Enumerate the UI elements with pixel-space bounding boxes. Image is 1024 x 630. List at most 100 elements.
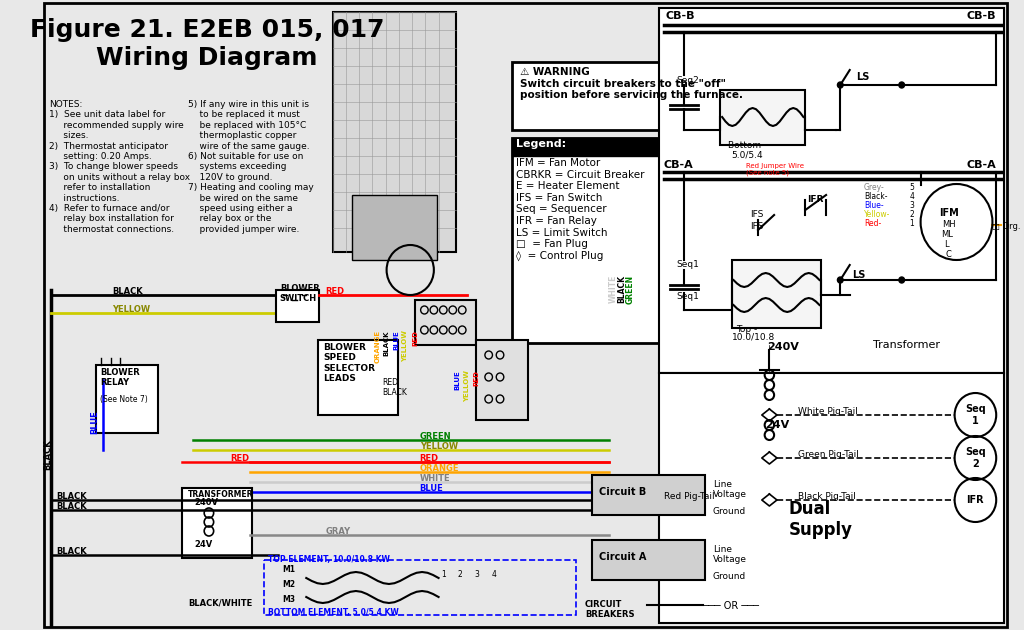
Text: Red-: Red- — [864, 219, 881, 228]
Text: Dual
Supply: Dual Supply — [788, 500, 852, 539]
Text: Grey-: Grey- — [864, 183, 885, 192]
Text: BLACK: BLACK — [384, 330, 389, 355]
Text: Figure 21. E2EB 015, 017
Wiring Diagram: Figure 21. E2EB 015, 017 Wiring Diagram — [30, 18, 384, 70]
Text: BLUE: BLUE — [393, 330, 399, 350]
Text: Bottom -: Bottom - — [728, 141, 767, 150]
Bar — [720, 90, 805, 145]
Text: LS: LS — [853, 270, 866, 280]
Bar — [512, 138, 687, 156]
Text: L: L — [944, 240, 949, 249]
Text: 2: 2 — [458, 570, 463, 579]
Text: BLACK: BLACK — [113, 287, 143, 296]
Text: YELLOW: YELLOW — [420, 442, 458, 451]
Text: (See Note 7): (See Note 7) — [100, 395, 148, 404]
Text: IFM: IFM — [939, 208, 959, 218]
Text: 240V: 240V — [195, 498, 219, 507]
Text: BLUE: BLUE — [90, 410, 99, 433]
Bar — [512, 62, 687, 130]
Text: Seq
2: Seq 2 — [965, 447, 986, 469]
Text: M3: M3 — [283, 595, 296, 604]
Text: BLACK/WHITE: BLACK/WHITE — [188, 598, 252, 607]
Text: IFS: IFS — [751, 210, 764, 219]
Bar — [181, 488, 252, 558]
Text: YELLOW: YELLOW — [402, 330, 409, 362]
Text: 1: 1 — [441, 570, 445, 579]
Text: WHITE: WHITE — [420, 474, 451, 483]
Text: Ground: Ground — [713, 572, 745, 581]
Text: Yellow-: Yellow- — [864, 210, 890, 219]
Text: BLACK: BLACK — [43, 440, 52, 471]
Text: 3: 3 — [909, 201, 914, 210]
Text: Red Pig-Tail: Red Pig-Tail — [664, 492, 714, 501]
Text: BLACK: BLACK — [55, 547, 86, 556]
Text: RED: RED — [473, 370, 479, 386]
Text: Green Pig-Tail: Green Pig-Tail — [798, 450, 858, 459]
Text: M1: M1 — [283, 565, 296, 574]
Text: Seq1: Seq1 — [677, 260, 699, 269]
Text: 1: 1 — [909, 219, 914, 228]
Text: 24V: 24V — [765, 420, 788, 430]
Text: BLOWER
RELAY: BLOWER RELAY — [100, 368, 140, 387]
Text: Red Jumper Wire
(See note 5): Red Jumper Wire (See note 5) — [745, 163, 804, 176]
Text: CB-A: CB-A — [664, 160, 693, 170]
Text: Seq
1: Seq 1 — [965, 404, 986, 426]
Text: IFS: IFS — [751, 222, 764, 231]
Text: 4: 4 — [492, 570, 497, 579]
Circle shape — [838, 82, 843, 88]
Text: Black-: Black- — [864, 192, 888, 201]
Bar — [658, 373, 1004, 623]
Text: TOP ELEMENT, 10.0/10.8 KW: TOP ELEMENT, 10.0/10.8 KW — [268, 555, 390, 564]
Text: Seq2: Seq2 — [677, 76, 699, 85]
Text: MH: MH — [942, 220, 956, 229]
Text: RED: RED — [230, 454, 250, 463]
Text: 2: 2 — [909, 210, 914, 219]
Bar — [476, 340, 528, 420]
Bar — [731, 260, 821, 328]
Text: RED: RED — [412, 330, 418, 346]
Text: BLUE: BLUE — [455, 370, 461, 390]
Text: 5.0/5.4: 5.0/5.4 — [731, 150, 763, 159]
Bar — [276, 290, 318, 322]
Text: Blue-: Blue- — [864, 201, 884, 210]
Text: Ground: Ground — [713, 507, 745, 516]
Bar — [264, 560, 575, 615]
Circle shape — [899, 82, 904, 88]
Bar — [415, 300, 476, 345]
Text: IFR: IFR — [967, 495, 984, 505]
Text: RED
BLACK: RED BLACK — [382, 378, 407, 398]
Text: BLACK: BLACK — [55, 492, 86, 501]
Bar — [96, 365, 158, 433]
Text: 5) If any wire in this unit is
    to be replaced it must
    be replaced with 1: 5) If any wire in this unit is to be rep… — [188, 100, 314, 234]
Bar — [592, 475, 706, 515]
Text: M2: M2 — [283, 580, 296, 589]
Text: Legend:: Legend: — [516, 139, 566, 149]
Text: BLACK: BLACK — [55, 502, 86, 511]
Text: NOTES:
1)  See unit data label for
     recommended supply wire
     sizes.
2)  : NOTES: 1) See unit data label for recomm… — [49, 100, 190, 234]
Text: □ Org.: □ Org. — [992, 222, 1021, 231]
Text: GREEN: GREEN — [420, 432, 452, 441]
Text: Seq1: Seq1 — [677, 292, 699, 301]
Text: BLUE: BLUE — [420, 484, 443, 493]
Circle shape — [838, 277, 843, 283]
Text: ─── OR ───: ─── OR ─── — [703, 601, 759, 611]
Text: BLOWER
SPEED
SELECTOR
LEADS: BLOWER SPEED SELECTOR LEADS — [324, 343, 375, 383]
Text: 10.0/10.8: 10.0/10.8 — [731, 333, 775, 342]
Text: BLACK: BLACK — [617, 275, 627, 303]
Bar — [592, 540, 706, 580]
Text: Top -: Top - — [736, 325, 758, 334]
Text: ⚠ WARNING
Switch circuit breakers to the "off"
position before servicing the fur: ⚠ WARNING Switch circuit breakers to the… — [520, 67, 742, 100]
Text: TRANSFORMER: TRANSFORMER — [188, 490, 254, 499]
Text: IFM = Fan Motor
CBRKR = Circuit Breaker
E = Heater Element
IFS = Fan Switch
Seq : IFM = Fan Motor CBRKR = Circuit Breaker … — [516, 158, 644, 261]
Text: ML: ML — [941, 230, 953, 239]
Text: BLOWER
SWITCH: BLOWER SWITCH — [280, 284, 319, 304]
Text: BOTTOM ELEMENT, 5.0/5.4 KW: BOTTOM ELEMENT, 5.0/5.4 KW — [268, 608, 399, 617]
Text: Transformer: Transformer — [873, 340, 940, 350]
Bar — [333, 12, 456, 252]
Text: ORANGE: ORANGE — [374, 330, 380, 363]
Text: GREEN: GREEN — [626, 275, 635, 304]
Text: CB-B: CB-B — [666, 11, 695, 21]
Text: 24V: 24V — [195, 540, 213, 549]
Text: CB-A: CB-A — [967, 160, 996, 170]
Bar — [351, 195, 436, 260]
Text: WHITE: WHITE — [609, 275, 617, 304]
